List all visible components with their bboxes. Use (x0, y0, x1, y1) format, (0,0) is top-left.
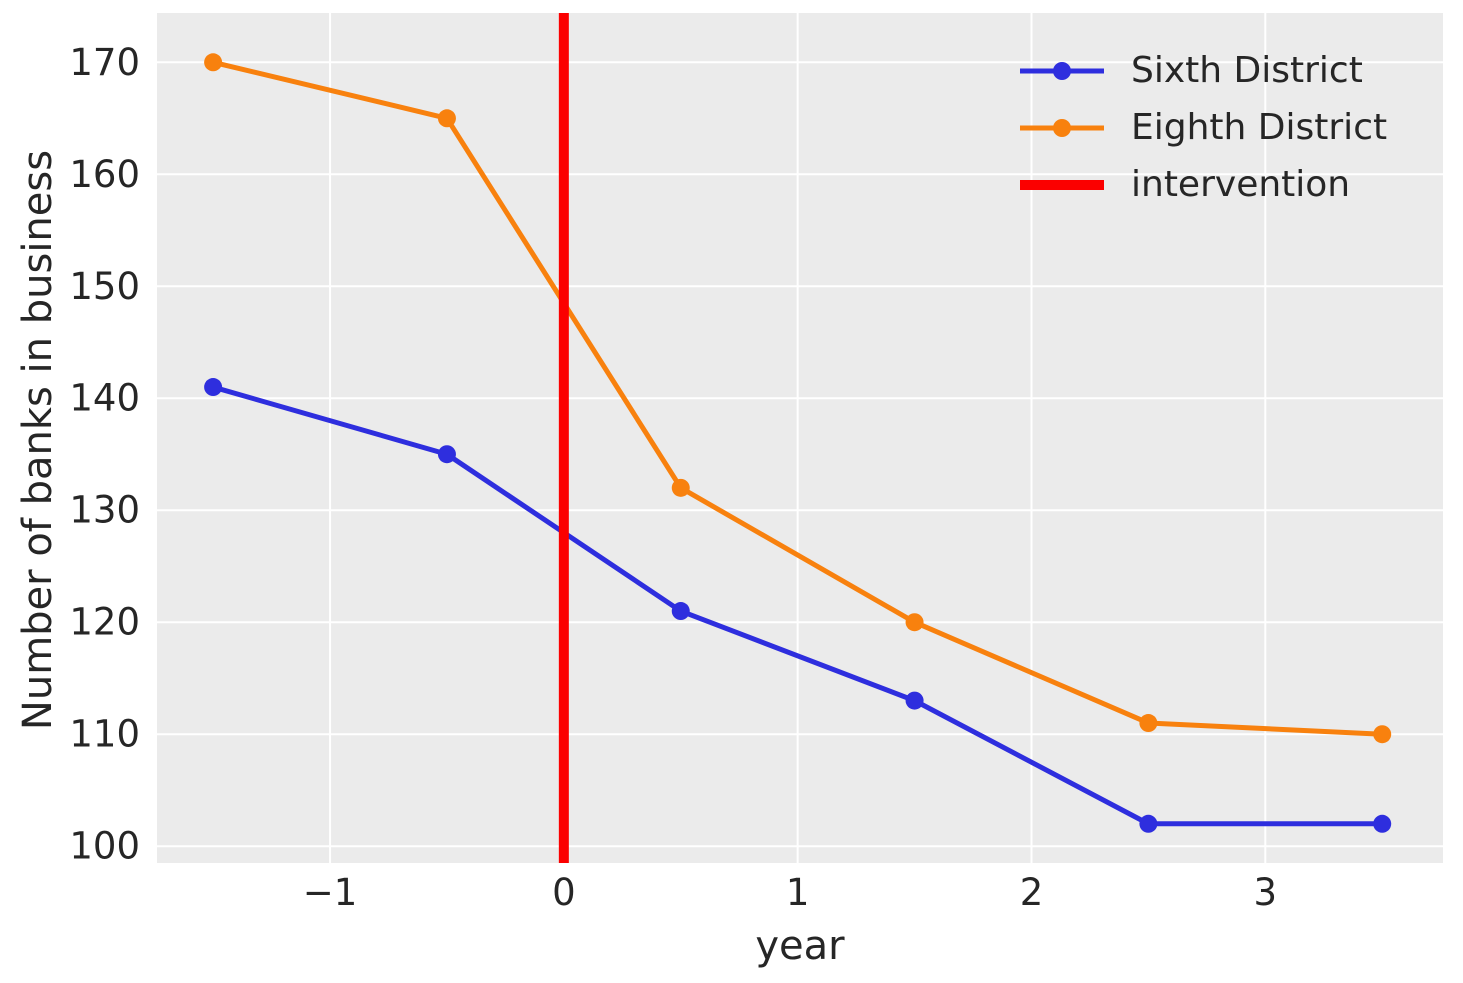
y-tick-label: 130 (69, 489, 140, 532)
legend-label: Eighth District (1131, 106, 1388, 148)
legend-item-sixth-district: Sixth District (1018, 42, 1387, 99)
thick-line-icon (1020, 179, 1104, 190)
data-point-marker (204, 53, 223, 72)
y-tick-label: 110 (69, 713, 140, 756)
data-point-marker (905, 613, 924, 632)
x-tick-label: 1 (786, 871, 810, 914)
x-tick-label: 2 (1020, 871, 1044, 914)
legend-item-eighth-district: Eighth District (1018, 99, 1387, 156)
legend: Sixth District Eighth District intervent… (1018, 42, 1387, 213)
x-tick-label: −1 (303, 871, 358, 914)
data-point-marker (437, 109, 456, 128)
data-point-marker (1139, 714, 1158, 733)
data-point-marker (671, 478, 690, 497)
x-tick-label: 0 (552, 871, 576, 914)
plot-background (157, 13, 1443, 863)
line-marker-icon (1020, 118, 1104, 137)
y-tick-label: 160 (69, 153, 140, 196)
data-point-marker (905, 691, 924, 710)
y-tick-label: 170 (69, 41, 140, 84)
data-point-marker (204, 378, 223, 397)
legend-item-intervention: intervention (1018, 156, 1387, 213)
data-point-marker (437, 445, 456, 464)
x-axis-label: year (755, 923, 845, 969)
data-point-marker (1373, 725, 1392, 744)
y-tick-label: 150 (69, 265, 140, 308)
data-point-marker (1139, 814, 1158, 833)
series-line-1 (210, 59, 1385, 737)
series-line-0 (210, 384, 1385, 827)
y-tick-label: 120 (69, 601, 140, 644)
legend-label: Sixth District (1131, 49, 1363, 91)
data-point-marker (1373, 814, 1392, 833)
x-tick-label: 3 (1254, 871, 1278, 914)
y-tick-label: 140 (69, 377, 140, 420)
data-point-marker (671, 602, 690, 621)
legend-label: intervention (1131, 163, 1351, 205)
y-axis-label: Number of banks in business (15, 149, 61, 731)
line-marker-icon (1020, 61, 1104, 80)
y-tick-label: 100 (69, 825, 140, 868)
